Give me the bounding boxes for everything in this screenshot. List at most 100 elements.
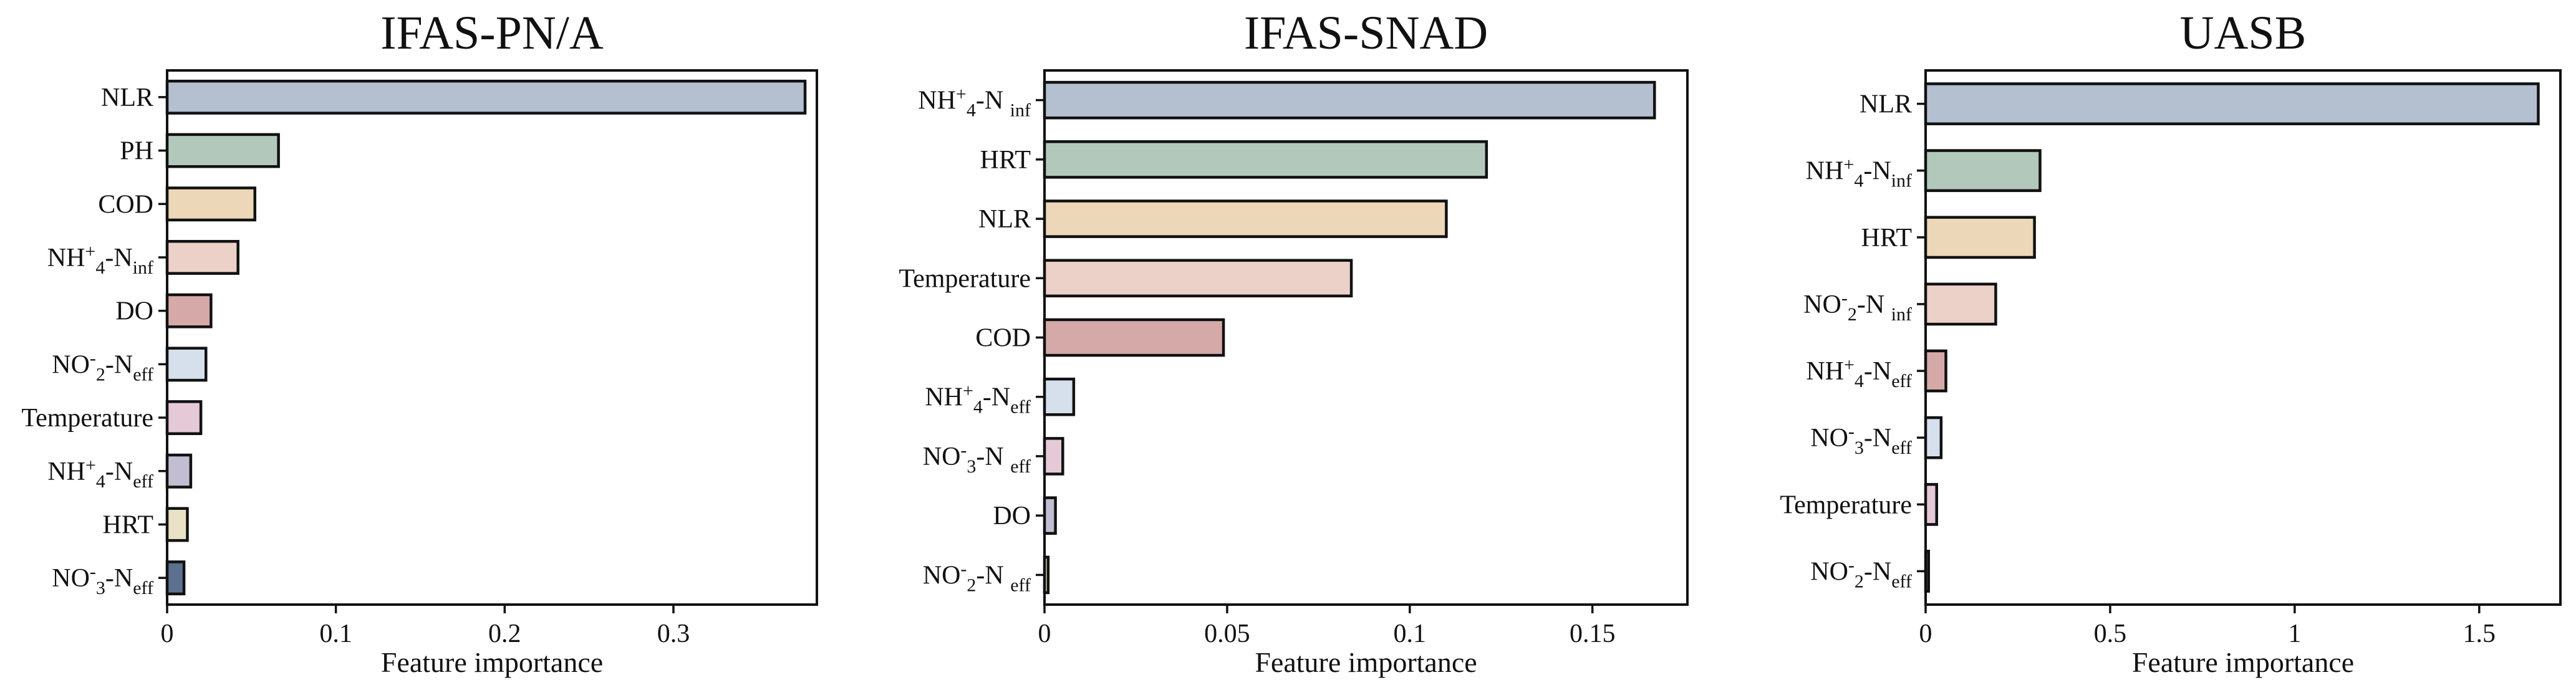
label-sup: -: [1848, 421, 1855, 442]
x-tick-label: 1: [2288, 620, 2301, 648]
category-label: NLR: [978, 205, 1031, 234]
x-tick-label: 0: [1038, 620, 1051, 648]
bar: [1924, 149, 2042, 193]
label-base: NH: [925, 383, 963, 412]
label-sub2: eff: [133, 578, 153, 598]
label-sub1: 3: [1855, 438, 1864, 458]
label-mid: -N: [983, 383, 1010, 412]
bar: [1924, 282, 1997, 326]
label-sub2: inf: [1891, 171, 1912, 191]
label-mid: -N: [105, 457, 133, 486]
label-base: HRT: [103, 510, 153, 539]
label-mid: -N: [1857, 290, 1891, 319]
category-label: NO-2-Neff: [52, 348, 153, 385]
category-label: HRT: [980, 146, 1031, 175]
bar: [165, 560, 186, 596]
bar: [1924, 82, 2540, 125]
category-label: NH+4-N inf: [918, 84, 1031, 121]
x-tick-label: 0.1: [1394, 620, 1427, 648]
label-sup: +: [85, 455, 96, 476]
bar: [165, 239, 239, 275]
category-label: DO: [993, 502, 1031, 530]
category-label: NO-3-N eff: [923, 440, 1031, 477]
label-sup: -: [90, 348, 96, 368]
category-label: Temperature: [1780, 491, 1912, 519]
bar: [1043, 199, 1448, 238]
x-tick-label: 0.1: [319, 620, 352, 648]
label-sub1: 4: [95, 257, 105, 278]
bar: [165, 79, 807, 115]
category-label: COD: [975, 324, 1031, 353]
label-sub1: 4: [1855, 371, 1864, 391]
panel-ifas-pna: IFAS-PN/ANLRPHCODNH+4-NinfDONO-2-NeffTem…: [21, 7, 818, 678]
x-tick-label: 0.05: [1204, 620, 1250, 648]
label-base: NO: [52, 564, 90, 593]
label-sup: -: [1848, 555, 1855, 575]
bar: [1924, 349, 1947, 393]
label-sub1: 4: [967, 100, 976, 121]
bar: [1924, 482, 1939, 526]
label-mid: -N: [105, 244, 132, 272]
category-label: HRT: [103, 510, 153, 539]
category-label: NH+4-Neff: [1806, 355, 1912, 391]
label-sub2: eff: [1010, 575, 1031, 595]
label-mid: -N: [1863, 157, 1891, 186]
label-sup: +: [1844, 355, 1855, 375]
label-base: Temperature: [899, 264, 1031, 293]
x-tick-label: 0.15: [1570, 620, 1616, 648]
label-sub2: eff: [1010, 456, 1031, 477]
label-base: NO: [1810, 557, 1848, 586]
x-tick-label: 0.5: [2094, 620, 2127, 648]
bar: [1924, 416, 1943, 459]
chart-title: IFAS-SNAD: [1244, 7, 1488, 59]
bar: [1043, 496, 1057, 535]
label-mid: -N: [105, 564, 133, 593]
label-base: HRT: [980, 146, 1031, 175]
category-label: COD: [98, 190, 153, 219]
label-sub2: inf: [1010, 100, 1031, 121]
category-label: NO-2-N inf: [1803, 288, 1912, 325]
label-sub2: inf: [1891, 304, 1912, 325]
label-base: DO: [993, 502, 1031, 530]
label-mid: -N: [976, 87, 1010, 115]
label-sub1: 2: [96, 364, 105, 385]
x-tick-label: 0.2: [488, 620, 521, 648]
label-sub2: eff: [1891, 571, 1912, 592]
x-axis-title: Feature importance: [1255, 646, 1477, 678]
label-sub1: 3: [96, 578, 105, 598]
category-label: NLR: [101, 84, 153, 112]
label-base: COD: [975, 324, 1031, 353]
label-sub1: 4: [96, 471, 105, 492]
label-base: NO: [52, 350, 90, 379]
chart-title: IFAS-PN/A: [380, 7, 604, 59]
category-label: NO-2-N eff: [923, 558, 1031, 595]
label-sub2: eff: [133, 364, 153, 385]
category-label: NO-3-Neff: [52, 562, 153, 598]
label-base: NO: [923, 561, 961, 590]
label-sub1: 2: [1848, 304, 1857, 325]
label-mid: -N: [1864, 557, 1891, 586]
label-mid: -N: [976, 561, 1010, 590]
label-base: NO: [923, 443, 961, 471]
label-sub1: 3: [967, 456, 976, 477]
x-tick-label: 0: [1919, 620, 1932, 648]
label-sub2: eff: [1010, 397, 1031, 418]
label-sup: +: [1843, 155, 1854, 175]
label-sup: -: [90, 562, 96, 582]
label-base: COD: [98, 190, 153, 219]
plot-frame: [1924, 69, 2562, 606]
bar: [1043, 437, 1064, 476]
bar: [1043, 140, 1488, 179]
bar: [1043, 377, 1076, 416]
label-sub2: eff: [133, 471, 153, 492]
category-label: NO-3-Neff: [1810, 421, 1912, 458]
bar: [1043, 318, 1225, 357]
bar: [1924, 216, 2036, 259]
label-base: NH: [1806, 357, 1844, 386]
label-base: Temperature: [1780, 491, 1912, 519]
label-base: Temperature: [21, 404, 153, 433]
label-sup: -: [1841, 288, 1848, 309]
label-base: NLR: [978, 205, 1031, 234]
category-label: NH+4-Neff: [925, 381, 1031, 418]
